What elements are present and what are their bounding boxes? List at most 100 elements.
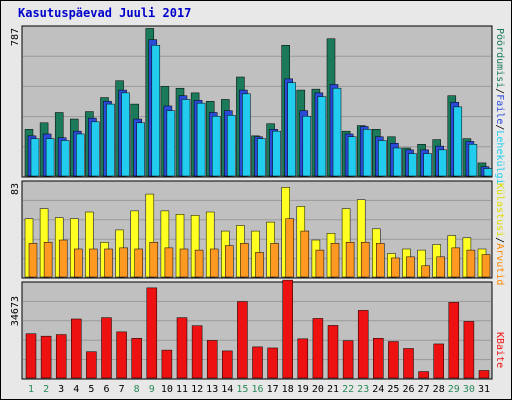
x-tick-label: 28 xyxy=(433,384,445,395)
x-tick-label: 7 xyxy=(119,384,125,395)
legend-sep-3: / xyxy=(494,237,505,243)
bar-arvutid-10 xyxy=(164,247,174,278)
x-tick-label: 4 xyxy=(73,384,79,395)
bar-kbaite-24 xyxy=(373,338,384,379)
bar-arvutid-12 xyxy=(194,249,204,278)
bar-kbaite-31 xyxy=(478,370,490,379)
bar-lehekülgi-7 xyxy=(121,92,130,177)
x-tick-label: 31 xyxy=(478,384,490,395)
bar-lehekülgi-27 xyxy=(423,153,432,177)
bar-kbaite-4 xyxy=(71,318,82,379)
bar-arvutid-26 xyxy=(406,256,415,278)
bar-lehekülgi-28 xyxy=(438,149,447,177)
bar-kbaite-7 xyxy=(116,331,127,379)
x-tick-label: 18 xyxy=(282,384,294,395)
x-tick-label: 13 xyxy=(206,384,218,395)
x-tick-label: 5 xyxy=(88,384,94,395)
bar-arvutid-6 xyxy=(104,248,113,278)
x-tick-label: 26 xyxy=(402,384,414,395)
bar-kbaite-21 xyxy=(327,325,339,379)
bar-lehekülgi-26 xyxy=(408,153,417,177)
bar-lehekülgi-10 xyxy=(166,110,176,177)
bar-kbaite-20 xyxy=(312,318,324,379)
bar-arvutid-21 xyxy=(330,243,340,278)
bar-kbaite-1 xyxy=(25,333,37,379)
x-tick-label: 21 xyxy=(327,384,339,395)
bar-kbaite-14 xyxy=(222,350,233,379)
bar-arvutid-20 xyxy=(315,249,325,278)
bot-legend: KBaite xyxy=(494,332,505,368)
bot-max-label: 34673 xyxy=(10,296,21,326)
top-max-label: 787 xyxy=(10,28,21,46)
bar-lehekülgi-14 xyxy=(227,115,236,177)
bar-arvutid-25 xyxy=(391,257,400,278)
bar-kbaite-30 xyxy=(463,321,475,379)
x-tick-label: 10 xyxy=(161,384,173,395)
legend-sites: Arvutid xyxy=(494,243,505,285)
legend-visits: Külastusi xyxy=(494,183,505,237)
x-tick-label: 11 xyxy=(176,384,188,395)
x-tick-label: 23 xyxy=(357,384,369,395)
x-tick-label: 29 xyxy=(448,384,460,395)
x-tick-label: 14 xyxy=(221,384,233,395)
bar-arvutid-16 xyxy=(255,252,264,278)
bar-lehekülgi-2 xyxy=(45,138,55,177)
mid-legend: Külastusi/Arvutid xyxy=(494,183,505,285)
bar-kbaite-5 xyxy=(86,351,97,379)
bar-arvutid-22 xyxy=(345,242,355,278)
x-tick-label: 17 xyxy=(267,384,279,395)
bar-lehekülgi-5 xyxy=(91,121,100,177)
bar-arvutid-8 xyxy=(134,248,143,278)
bar-lehekülgi-23 xyxy=(362,129,372,177)
bar-lehekülgi-20 xyxy=(317,96,327,177)
bar-kbaite-16 xyxy=(252,346,263,379)
x-tick-label: 20 xyxy=(312,384,324,395)
bar-kbaite-28 xyxy=(433,343,444,379)
bar-arvutid-3 xyxy=(58,239,68,278)
x-tick-label: 30 xyxy=(463,384,475,395)
bar-kbaite-22 xyxy=(342,340,354,379)
bar-lehekülgi-8 xyxy=(136,122,145,177)
legend-sep-2: / xyxy=(494,124,505,130)
bar-arvutid-9 xyxy=(149,242,159,278)
bar-kbaite-3 xyxy=(55,334,67,379)
x-tick-label: 24 xyxy=(372,384,384,395)
x-tick-label: 22 xyxy=(342,384,354,395)
bar-arvutid-13 xyxy=(209,248,219,278)
bar-kbaite-19 xyxy=(297,338,309,379)
legend-pages: Lehekülgi xyxy=(494,130,505,184)
bar-lehekülgi-21 xyxy=(332,87,342,177)
bar-kbaite-8 xyxy=(131,338,142,379)
bar-kbaite-10 xyxy=(161,349,173,379)
bar-kbaite-25 xyxy=(388,341,399,379)
bar-arvutid-23 xyxy=(360,242,370,278)
bar-kbaite-12 xyxy=(191,325,203,379)
bar-kbaite-9 xyxy=(146,287,158,379)
bar-arvutid-4 xyxy=(74,248,83,278)
x-tick-label: 3 xyxy=(58,384,64,395)
bar-lehekülgi-29 xyxy=(453,106,463,177)
x-tick-label: 6 xyxy=(103,384,109,395)
bar-kbaite-29 xyxy=(448,302,460,379)
bar-lehekülgi-1 xyxy=(30,138,40,177)
bar-lehekülgi-18 xyxy=(287,82,296,177)
legend-sep-1: / xyxy=(494,88,505,94)
x-tick-label: 9 xyxy=(149,384,155,395)
bar-arvutid-29 xyxy=(451,247,461,278)
bar-lehekülgi-16 xyxy=(257,138,266,177)
legend-kbytes: KBaite xyxy=(494,332,505,368)
bar-arvutid-15 xyxy=(240,243,249,278)
bar-lehekülgi-19 xyxy=(302,115,312,177)
bar-arvutid-28 xyxy=(436,256,445,278)
bar-kbaite-17 xyxy=(267,347,278,379)
x-tick-label: 19 xyxy=(297,384,309,395)
chart-title: Kasutuspäevad Juuli 2017 xyxy=(18,6,192,20)
bar-arvutid-17 xyxy=(270,243,279,278)
bar-arvutid-2 xyxy=(43,242,53,278)
x-tick-label: 2 xyxy=(43,384,49,395)
bar-lehekülgi-25 xyxy=(393,147,402,177)
bar-arvutid-31 xyxy=(481,254,491,278)
legend-hits: Pöördumisi xyxy=(494,28,505,88)
x-tick-label: 27 xyxy=(418,384,430,395)
